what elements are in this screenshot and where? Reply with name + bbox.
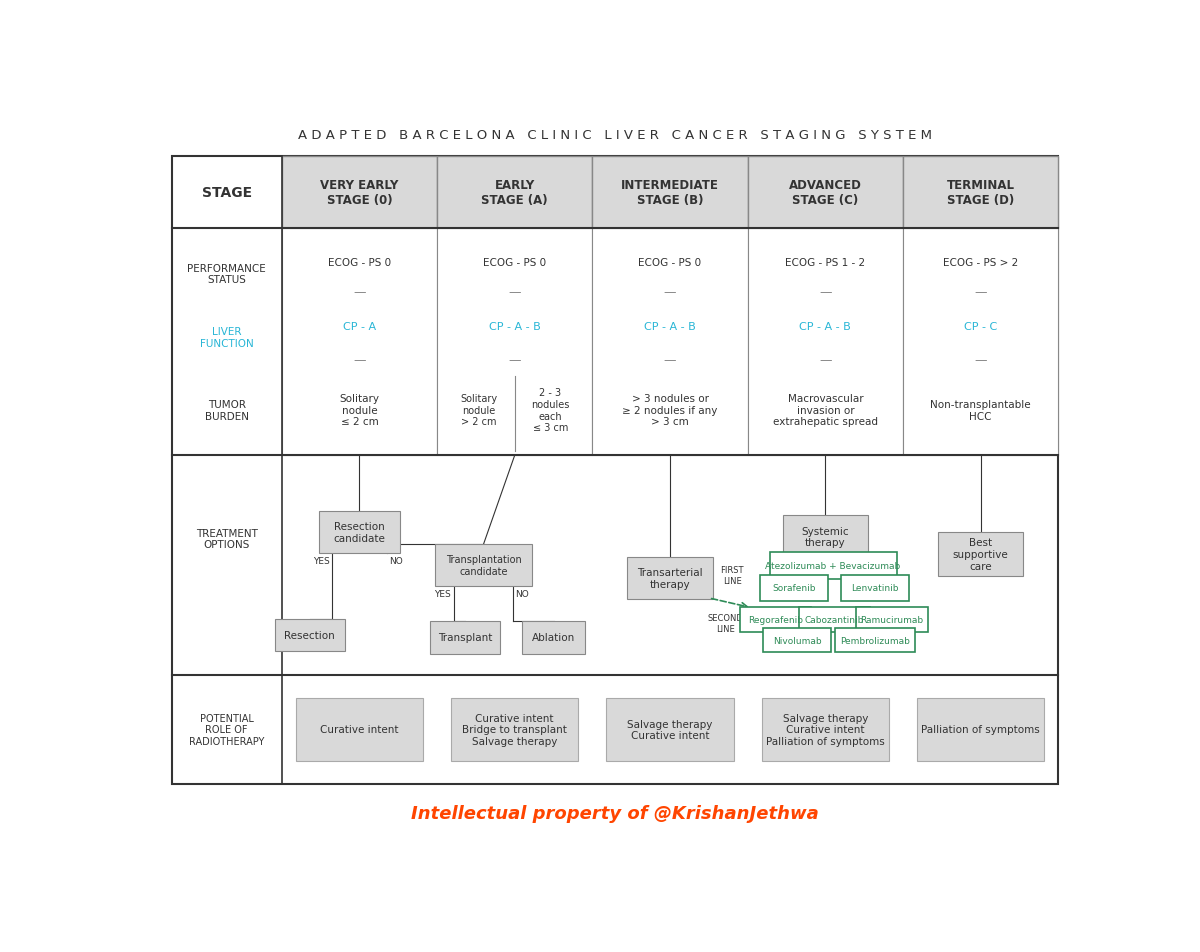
FancyBboxPatch shape xyxy=(902,157,1058,228)
Text: ECOG - PS 0: ECOG - PS 0 xyxy=(328,258,391,268)
Text: TERMINAL
STAGE (D): TERMINAL STAGE (D) xyxy=(947,179,1015,208)
FancyBboxPatch shape xyxy=(835,629,916,652)
Text: Regorafenib: Regorafenib xyxy=(748,615,803,625)
Text: ECOG - PS > 2: ECOG - PS > 2 xyxy=(943,258,1019,268)
Text: Solitary
nodule
> 2 cm: Solitary nodule > 2 cm xyxy=(461,394,498,426)
Text: —: — xyxy=(509,286,521,299)
FancyBboxPatch shape xyxy=(628,557,713,600)
Text: Salvage therapy
Curative intent: Salvage therapy Curative intent xyxy=(628,719,713,741)
Text: POTENTIAL
ROLE OF
RADIOTHERAPY: POTENTIAL ROLE OF RADIOTHERAPY xyxy=(190,713,264,746)
Text: Transplantation
candidate: Transplantation candidate xyxy=(445,555,522,576)
FancyBboxPatch shape xyxy=(902,228,1058,456)
Text: 2 - 3
nodules
each
≤ 3 cm: 2 - 3 nodules each ≤ 3 cm xyxy=(532,388,570,433)
FancyBboxPatch shape xyxy=(606,698,733,762)
Text: Resection: Resection xyxy=(284,630,335,641)
Text: EARLY
STAGE (A): EARLY STAGE (A) xyxy=(481,179,548,208)
FancyBboxPatch shape xyxy=(282,157,437,228)
Text: Curative intent
Bridge to transplant
Salvage therapy: Curative intent Bridge to transplant Sal… xyxy=(462,713,568,746)
Text: SECOND
LINE: SECOND LINE xyxy=(708,614,744,633)
Text: CP - A - B: CP - A - B xyxy=(488,322,540,331)
Text: Best
supportive
care: Best supportive care xyxy=(953,538,1008,571)
FancyBboxPatch shape xyxy=(740,607,811,632)
FancyBboxPatch shape xyxy=(782,516,868,558)
Text: Cabozantinib: Cabozantinib xyxy=(805,615,864,625)
FancyBboxPatch shape xyxy=(430,622,500,654)
Text: —: — xyxy=(820,354,832,367)
Text: CP - A - B: CP - A - B xyxy=(644,322,696,331)
Text: ADVANCED
STAGE (C): ADVANCED STAGE (C) xyxy=(788,179,862,208)
Text: —: — xyxy=(664,286,677,299)
Text: Macrovascular
invasion or
extrahepatic spread: Macrovascular invasion or extrahepatic s… xyxy=(773,394,878,426)
Text: CP - C: CP - C xyxy=(964,322,997,331)
FancyBboxPatch shape xyxy=(841,575,910,602)
Text: Ablation: Ablation xyxy=(532,633,575,643)
Text: > 3 nodules or
≥ 2 nodules if any
> 3 cm: > 3 nodules or ≥ 2 nodules if any > 3 cm xyxy=(623,394,718,426)
FancyBboxPatch shape xyxy=(762,698,889,762)
Text: FIRST
LINE: FIRST LINE xyxy=(720,565,744,585)
Text: CP - A - B: CP - A - B xyxy=(799,322,851,331)
FancyBboxPatch shape xyxy=(938,532,1024,577)
Text: Non-transplantable
HCC: Non-transplantable HCC xyxy=(930,400,1031,421)
Text: —: — xyxy=(974,354,986,367)
FancyBboxPatch shape xyxy=(437,157,593,228)
Text: Intellectual property of @KrishanJethwa: Intellectual property of @KrishanJethwa xyxy=(412,804,818,823)
FancyBboxPatch shape xyxy=(282,228,437,456)
Text: INTERMEDIATE
STAGE (B): INTERMEDIATE STAGE (B) xyxy=(622,179,719,208)
FancyBboxPatch shape xyxy=(522,622,586,654)
Text: Transarterial
therapy: Transarterial therapy xyxy=(637,567,703,589)
Text: YES: YES xyxy=(313,557,330,565)
Text: Solitary
nodule
≤ 2 cm: Solitary nodule ≤ 2 cm xyxy=(340,394,379,426)
FancyBboxPatch shape xyxy=(319,511,400,554)
FancyBboxPatch shape xyxy=(451,698,578,762)
Text: LIVER
FUNCTION: LIVER FUNCTION xyxy=(200,327,253,348)
Text: NO: NO xyxy=(516,589,529,599)
Text: —: — xyxy=(820,286,832,299)
Text: STAGE: STAGE xyxy=(202,186,252,200)
Text: TUMOR
BURDEN: TUMOR BURDEN xyxy=(205,400,248,421)
Text: Pembrolizumab: Pembrolizumab xyxy=(840,636,910,645)
Text: ECOG - PS 1 - 2: ECOG - PS 1 - 2 xyxy=(785,258,865,268)
Text: —: — xyxy=(353,286,366,299)
FancyBboxPatch shape xyxy=(275,620,344,652)
FancyBboxPatch shape xyxy=(437,228,593,456)
Text: VERY EARLY
STAGE (0): VERY EARLY STAGE (0) xyxy=(320,179,398,208)
Text: Systemic
therapy: Systemic therapy xyxy=(802,526,850,547)
Text: YES: YES xyxy=(434,589,451,599)
Text: Lenvatinib: Lenvatinib xyxy=(851,584,899,593)
Text: Nivolumab: Nivolumab xyxy=(773,636,822,645)
Text: CP - A: CP - A xyxy=(343,322,376,331)
Text: PERFORMANCE
STATUS: PERFORMANCE STATUS xyxy=(187,264,266,285)
Text: —: — xyxy=(974,286,986,299)
Text: A D A P T E D   B A R C E L O N A   C L I N I C   L I V E R   C A N C E R   S T : A D A P T E D B A R C E L O N A C L I N … xyxy=(298,129,932,142)
FancyBboxPatch shape xyxy=(917,698,1044,762)
Text: Palliation of symptoms: Palliation of symptoms xyxy=(922,724,1040,735)
Text: Atezolizumab + Bevacizumab: Atezolizumab + Bevacizumab xyxy=(766,562,901,570)
FancyBboxPatch shape xyxy=(593,228,748,456)
FancyBboxPatch shape xyxy=(748,157,902,228)
Text: ECOG - PS 0: ECOG - PS 0 xyxy=(638,258,702,268)
FancyBboxPatch shape xyxy=(436,545,532,586)
FancyBboxPatch shape xyxy=(295,698,424,762)
Text: Curative intent: Curative intent xyxy=(320,724,398,735)
Text: —: — xyxy=(353,354,366,367)
FancyBboxPatch shape xyxy=(769,553,896,579)
FancyBboxPatch shape xyxy=(799,607,870,632)
FancyBboxPatch shape xyxy=(172,157,1058,784)
Text: Transplant: Transplant xyxy=(438,633,492,643)
Text: TREATMENT
OPTIONS: TREATMENT OPTIONS xyxy=(196,528,258,550)
FancyBboxPatch shape xyxy=(593,157,748,228)
Text: Sorafenib: Sorafenib xyxy=(773,584,816,593)
Text: Resection
candidate: Resection candidate xyxy=(334,522,385,544)
Text: Ramucirumab: Ramucirumab xyxy=(860,615,924,625)
Text: NO: NO xyxy=(389,557,403,565)
FancyBboxPatch shape xyxy=(763,629,832,652)
Text: ECOG - PS 0: ECOG - PS 0 xyxy=(484,258,546,268)
Text: —: — xyxy=(664,354,677,367)
FancyBboxPatch shape xyxy=(748,228,902,456)
Text: Salvage therapy
Curative intent
Palliation of symptoms: Salvage therapy Curative intent Palliati… xyxy=(766,713,884,746)
Text: —: — xyxy=(509,354,521,367)
FancyBboxPatch shape xyxy=(760,575,828,602)
FancyBboxPatch shape xyxy=(857,607,928,632)
